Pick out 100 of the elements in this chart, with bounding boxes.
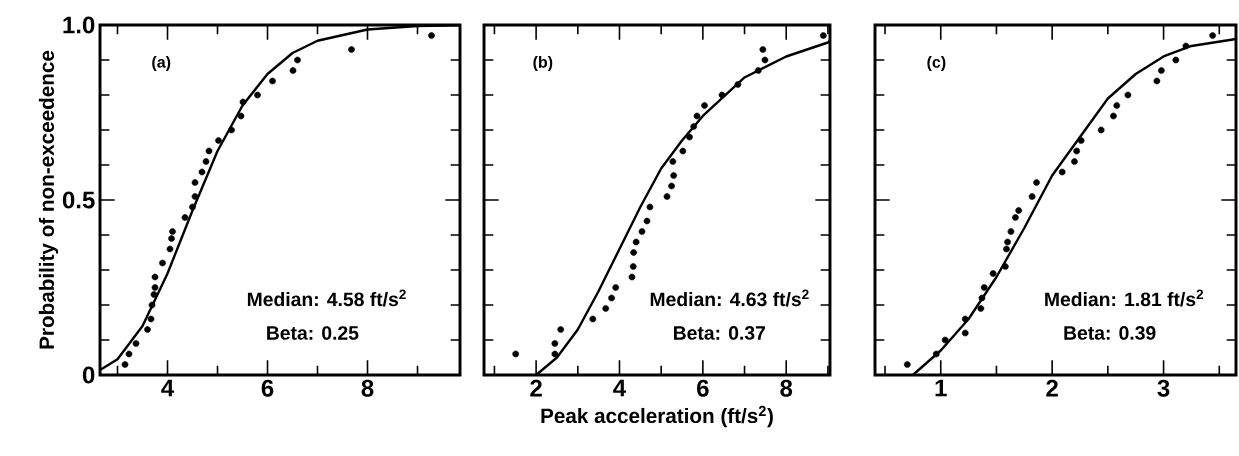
- annotation: Beta: 0.39: [1064, 326, 1156, 340]
- x-tick-label: 2: [530, 379, 542, 397]
- point: [961, 329, 969, 337]
- point: [189, 203, 196, 211]
- point: [121, 361, 129, 368]
- point: [701, 102, 708, 109]
- point: [734, 81, 742, 88]
- point: [254, 91, 261, 99]
- point: [1158, 67, 1165, 74]
- point: [980, 284, 988, 291]
- point: [198, 168, 206, 176]
- point: [551, 350, 559, 358]
- point: [1012, 214, 1019, 221]
- point: [903, 361, 911, 368]
- point: [151, 284, 159, 291]
- point: [690, 123, 698, 130]
- point: [1097, 126, 1105, 134]
- point: [1113, 102, 1121, 109]
- point: [151, 273, 159, 281]
- point: [961, 315, 969, 323]
- point: [1073, 147, 1080, 155]
- point: [646, 203, 654, 211]
- point: [686, 133, 693, 141]
- point: [602, 305, 610, 312]
- point: [693, 112, 701, 120]
- point: [663, 193, 671, 200]
- x-tick-label: 6: [697, 379, 709, 397]
- point: [589, 315, 597, 323]
- point: [132, 340, 140, 347]
- point: [1182, 42, 1190, 50]
- point: [228, 126, 235, 134]
- point: [150, 291, 158, 298]
- point: [989, 270, 997, 277]
- point: [632, 238, 640, 246]
- point: [629, 263, 637, 270]
- point: [669, 158, 677, 165]
- x-tick-label: 4: [161, 379, 175, 397]
- point: [612, 284, 620, 291]
- point: [630, 249, 637, 256]
- annotation: (b): [533, 56, 553, 71]
- point: [191, 193, 199, 200]
- point: [144, 326, 151, 333]
- point: [638, 228, 646, 235]
- y-tick-label: 0.5: [62, 191, 95, 209]
- x-tick-label: 8: [780, 379, 793, 397]
- point: [670, 172, 678, 179]
- x-tick-label: 8: [361, 379, 374, 397]
- point: [643, 217, 651, 225]
- point: [148, 301, 156, 309]
- point: [551, 340, 559, 347]
- point: [941, 336, 949, 344]
- point: [557, 326, 565, 333]
- point: [215, 137, 222, 144]
- point: [294, 56, 301, 64]
- point: [754, 67, 762, 74]
- point: [1077, 137, 1085, 144]
- x-tick-label: 2: [1046, 379, 1058, 397]
- x-tick-label: 1: [935, 379, 947, 397]
- line-series: [98, 24, 462, 372]
- point: [1015, 207, 1023, 214]
- point: [759, 46, 767, 53]
- point: [1058, 168, 1066, 176]
- point: [169, 228, 176, 235]
- point: [1003, 245, 1010, 253]
- point: [166, 245, 174, 253]
- annotation: Median: 4.63 ft/s$^{2}$: [650, 289, 809, 307]
- x-tick-label: 3: [1157, 379, 1170, 397]
- annotation: Median: 4.58 ft/s$^{2}$: [247, 289, 406, 307]
- point: [289, 67, 297, 74]
- point: [761, 56, 769, 64]
- point: [269, 77, 276, 85]
- point: [348, 46, 355, 53]
- point: [1110, 112, 1117, 120]
- x-tick-label: 4: [613, 379, 627, 397]
- point: [159, 259, 166, 267]
- y-tick-label: 0: [82, 366, 95, 384]
- point: [205, 147, 213, 155]
- point: [1124, 91, 1132, 99]
- point: [977, 305, 985, 312]
- point: [819, 32, 827, 39]
- point: [628, 273, 636, 281]
- point: [1153, 77, 1161, 85]
- point: [718, 91, 726, 99]
- point: [168, 235, 175, 242]
- point: [1004, 238, 1011, 246]
- point: [978, 294, 986, 302]
- point: [1071, 158, 1078, 165]
- point: [181, 214, 189, 221]
- point: [679, 147, 687, 155]
- point: [668, 182, 675, 190]
- point: [1007, 228, 1015, 235]
- point: [608, 294, 615, 302]
- annotation: Median: 1.81 ft/s$^{2}$: [1045, 289, 1204, 307]
- point: [1033, 179, 1040, 186]
- point: [191, 179, 199, 186]
- point: [1209, 32, 1216, 39]
- point: [202, 158, 210, 165]
- x-tick-label: 6: [261, 379, 274, 397]
- point: [125, 350, 133, 358]
- point: [1028, 193, 1036, 200]
